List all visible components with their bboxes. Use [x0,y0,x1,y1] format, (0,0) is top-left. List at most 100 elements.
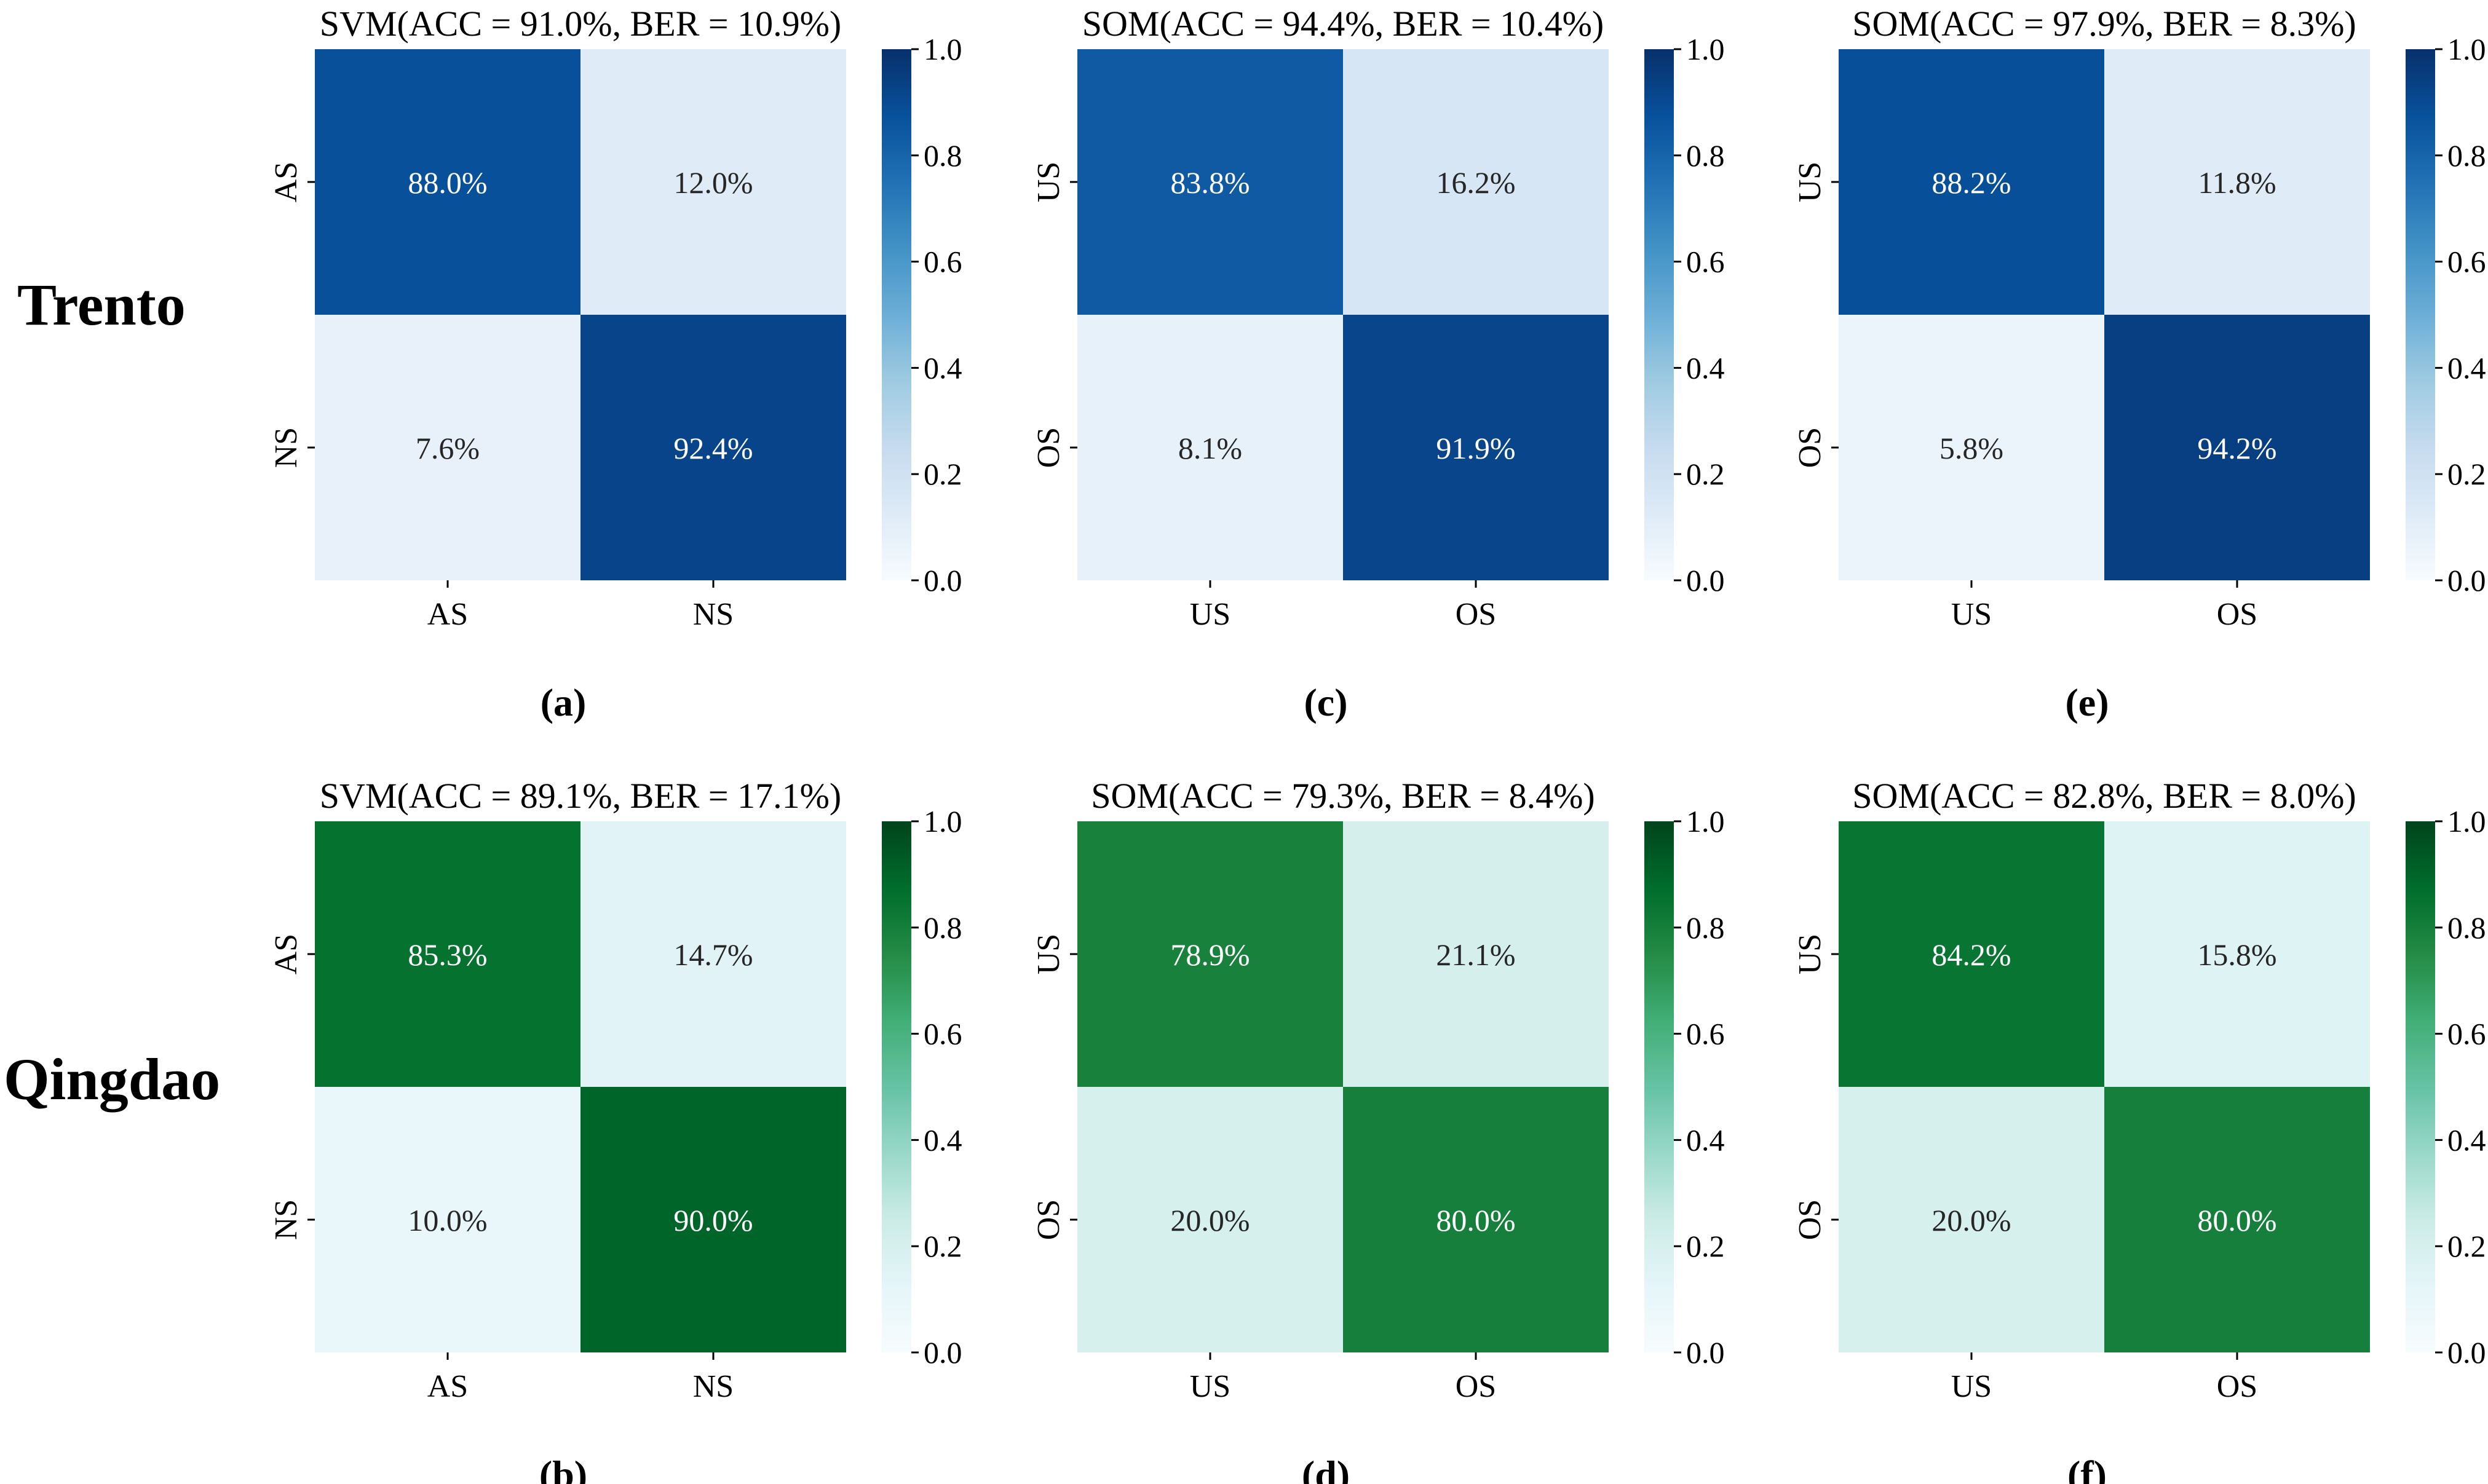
cell-value-label: 20.0% [1931,1203,2011,1237]
y-tick-label: US [1793,934,1828,974]
colorbar-tick-label: 0.2 [924,1229,962,1263]
panel-caption: (f) [2067,1453,2107,1484]
colorbar [1644,49,1674,580]
colorbar-tick-label: 0.8 [1686,138,1725,173]
cell-value-label: 83.8% [1170,165,1250,200]
heatmap-panel-3: SVM(ACC = 89.1%, BER = 17.1%) 85.3% 14.7% 1… [269,776,962,1484]
colorbar [1644,821,1674,1352]
colorbar-tick-label: 0.4 [924,1123,962,1157]
cell-value-label: 11.8% [2198,165,2276,200]
cell-value-label: 7.6% [416,431,480,465]
heatmap-cell [580,821,846,1087]
colorbar-tick-label: 0.8 [2447,910,2486,945]
colorbar-tick-label: 0.2 [1686,1229,1725,1263]
colorbar [2406,49,2435,580]
heatmap-cell [1077,821,1343,1087]
colorbar-tick-label: 0.8 [1686,910,1725,945]
panel-caption: (b) [539,1453,587,1484]
colorbar [882,49,911,580]
heatmap-cell [315,49,580,315]
y-tick-label: OS [1793,1199,1828,1240]
cell-value-label: 8.1% [1178,431,1242,465]
row-label-trento: Trento [17,272,186,337]
heatmap-cell [1343,821,1609,1087]
heatmap-cell [580,49,846,315]
colorbar-tick-label: 1.0 [2447,32,2486,66]
x-tick-label: OS [1456,1369,1496,1404]
x-tick-label: NS [693,1369,734,1404]
y-tick-label: NS [269,427,304,468]
colorbar-tick-label: 0.6 [924,245,962,279]
cell-value-label: 94.2% [2197,431,2276,465]
colorbar-tick-label: 0.0 [2447,1335,2486,1370]
colorbar-tick-label: 0.2 [1686,457,1725,491]
x-tick-label: US [1190,597,1230,632]
x-tick-label: AS [427,597,468,632]
heatmap-cell [1077,1087,1343,1352]
cell-value-label: 92.4% [673,431,753,465]
y-tick-label: US [1793,162,1828,202]
y-tick-label: US [1031,162,1066,202]
heatmap-cell [1343,1087,1609,1352]
heatmap-cell [1839,315,2104,580]
cell-value-label: 10.0% [408,1203,487,1237]
y-tick-label: OS [1031,1199,1066,1240]
colorbar-tick-label: 0.0 [2447,563,2486,598]
row-label-qingdao: Qingdao [4,1046,221,1112]
panel-caption: (e) [2065,681,2109,724]
colorbar-tick-label: 0.4 [1686,1123,1725,1157]
x-tick-label: NS [693,597,734,632]
heatmap-title: SVM(ACC = 89.1%, BER = 17.1%) [320,776,841,816]
heatmap-panel-4: SOM(ACC = 79.3%, BER = 8.4%) 78.9% 21.1% 20… [1031,776,1725,1484]
colorbar-tick-label: 0.0 [1686,563,1725,598]
heatmap-cell [2104,1087,2370,1352]
colorbar [882,821,911,1352]
colorbar-tick-label: 1.0 [1686,804,1725,839]
x-tick-label: OS [2217,1369,2257,1404]
colorbar-tick-label: 0.6 [2447,1017,2486,1051]
x-tick-label: US [1951,1369,1992,1404]
heatmap-panel-2: SOM(ACC = 97.9%, BER = 8.3%) 88.2% 11.8% 5.… [1793,4,2486,724]
cell-value-label: 90.0% [673,1203,753,1237]
colorbar-tick-label: 1.0 [1686,32,1725,66]
heatmap-title: SOM(ACC = 94.4%, BER = 10.4%) [1082,4,1604,44]
y-tick-label: AS [269,934,304,974]
cell-value-label: 88.0% [408,165,487,200]
heatmap-title: SOM(ACC = 97.9%, BER = 8.3%) [1852,4,2356,44]
heatmap-cell [1839,49,2104,315]
cell-value-label: 20.0% [1170,1203,1250,1237]
colorbar-tick-label: 0.2 [2447,1229,2486,1263]
heatmap-cell [1077,315,1343,580]
heatmap-cell [580,315,846,580]
colorbar-tick-label: 1.0 [2447,804,2486,839]
colorbar-tick-label: 0.2 [2447,457,2486,491]
colorbar [2406,821,2435,1352]
x-tick-label: OS [1456,597,1496,632]
colorbar-tick-label: 0.0 [1686,1335,1725,1370]
cell-value-label: 16.2% [1436,165,1515,200]
colorbar-tick-label: 0.8 [2447,138,2486,173]
cell-value-label: 21.1% [1436,937,1515,972]
colorbar-tick-label: 0.4 [1686,350,1725,385]
x-tick-label: OS [2217,597,2257,632]
colorbar-tick-label: 0.8 [924,910,962,945]
cell-value-label: 80.0% [2197,1203,2276,1237]
heatmap-cell [580,1087,846,1352]
heatmap-cell [1839,821,2104,1087]
panel-caption: (c) [1304,681,1347,724]
heatmap-title: SOM(ACC = 82.8%, BER = 8.0%) [1852,776,2356,816]
y-tick-label: US [1031,934,1066,974]
heatmap-cell [2104,315,2370,580]
colorbar-tick-label: 1.0 [924,32,962,66]
colorbar-tick-label: 0.0 [924,563,962,598]
colorbar-tick-label: 0.4 [2447,1123,2486,1157]
y-tick-label: OS [1031,427,1066,468]
heatmap-cell [1839,1087,2104,1352]
cell-value-label: 91.9% [1436,431,1515,465]
panel-caption: (a) [541,681,587,724]
cell-value-label: 78.9% [1170,937,1250,972]
x-tick-label: US [1190,1369,1230,1404]
heatmap-cell [2104,821,2370,1087]
heatmap-title: SVM(ACC = 91.0%, BER = 10.9%) [320,4,841,44]
